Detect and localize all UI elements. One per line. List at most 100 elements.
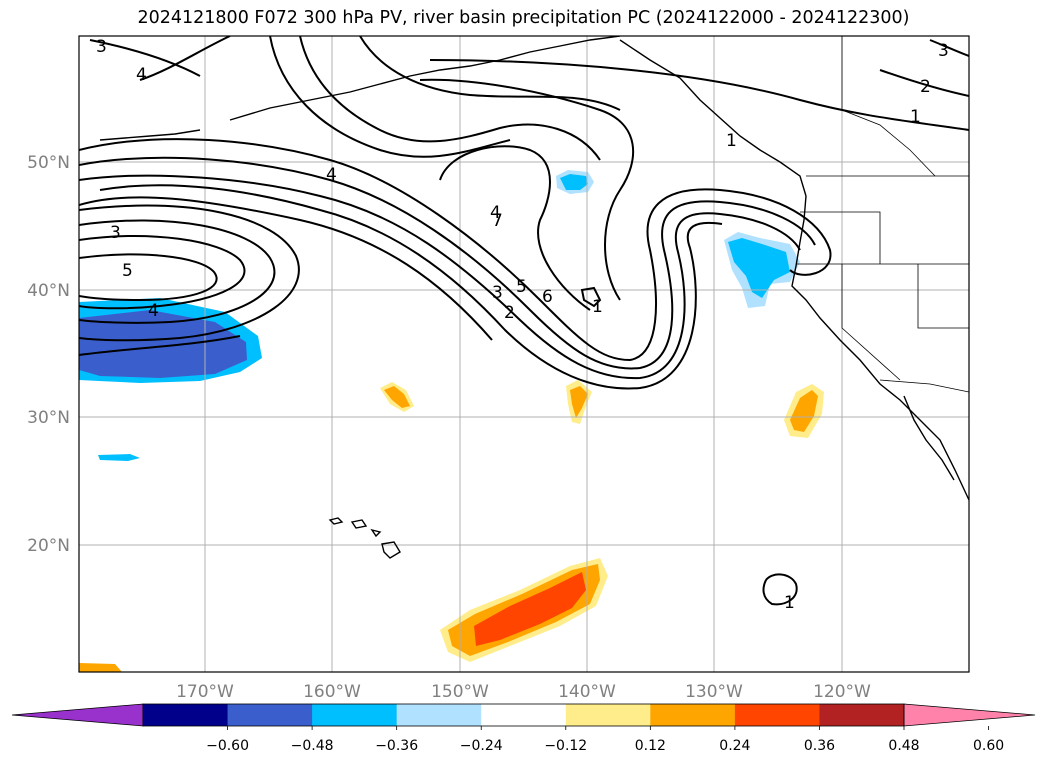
contour-label: 2 <box>504 303 515 323</box>
baja <box>903 395 955 481</box>
contour-west-2 <box>79 253 218 302</box>
colorbar-tick-label: 0.24 <box>719 738 750 754</box>
contour-label: 6 <box>542 287 553 307</box>
lon-label: 120°W <box>813 682 871 702</box>
us-state-lines-4 <box>841 264 901 381</box>
latitude-labels: 50°N 40°N 30°N 20°N <box>27 153 70 556</box>
lat-label: 20°N <box>27 536 70 556</box>
alaska-coast <box>229 36 621 121</box>
lon-label: 130°W <box>685 682 743 702</box>
precip-negative-oregon-core <box>728 238 790 298</box>
precip-negative-pacific-north-core <box>560 174 588 190</box>
contour-ridge-2 <box>419 78 634 301</box>
west-coast-na <box>791 195 969 501</box>
colorbar: −0.60 −0.48 −0.36 −0.24 −0.12 0.12 0.24 0.36 0.4… <box>11 703 1036 754</box>
map-frame <box>78 35 970 673</box>
colorbar-bin <box>565 704 651 726</box>
colorbar-bin <box>143 704 229 726</box>
contour-3 <box>79 174 801 380</box>
hawaii-1 <box>328 517 344 525</box>
colorbar-tick-label: −0.12 <box>544 738 587 754</box>
colorbar-frame <box>142 703 905 727</box>
contour-label: 3 <box>492 283 503 303</box>
contour-label: 3 <box>96 37 107 57</box>
lat-label: 40°N <box>27 281 70 301</box>
contour-label: 5 <box>516 277 527 297</box>
contour-north-2 <box>139 36 231 81</box>
colorbar-tick-label: 0.60 <box>973 738 1004 754</box>
aleutians <box>99 129 201 141</box>
contour-label: 1 <box>784 593 795 613</box>
contour-4 <box>99 184 723 390</box>
borders <box>796 36 969 393</box>
precip-positive-d-core <box>474 572 586 646</box>
us-state-lines-1 <box>800 211 881 264</box>
contour-west-1 <box>79 235 246 310</box>
graticule <box>79 36 969 672</box>
lon-label: 170°W <box>176 682 234 702</box>
colorbar-extend-low <box>11 703 144 727</box>
colorbar-tick-label: 0.12 <box>635 738 666 754</box>
contour-north-1 <box>89 39 201 77</box>
contour-closed-7 <box>580 286 602 308</box>
precip-positive-a-core <box>384 386 410 408</box>
contour-label: 4 <box>136 65 147 85</box>
lon-label: 150°W <box>431 682 489 702</box>
colorbar-tick-label: 0.48 <box>888 738 919 754</box>
lon-label: 160°W <box>303 682 361 702</box>
colorbar-tick-label: −0.24 <box>460 738 503 754</box>
contour-closed-sw <box>762 573 798 606</box>
us-state-lines-3 <box>917 264 969 329</box>
contour-label: 2 <box>920 77 931 97</box>
contour-5 <box>79 196 493 341</box>
precip-positive-c-core <box>790 390 818 432</box>
contour-label: 7 <box>492 211 503 231</box>
precip-positive-b-core <box>570 386 588 418</box>
longitude-labels: 170°W 160°W 150°W 140°W 130°W 120°W <box>176 682 871 702</box>
colorbar-extend-high <box>903 703 1036 727</box>
colorbar-bin <box>312 704 398 726</box>
contour-ne-2 <box>879 69 969 97</box>
contour-label: 4 <box>490 203 501 223</box>
colorbar-bin <box>481 704 567 726</box>
contour-ne-1 <box>429 59 969 131</box>
contour-label: 3 <box>938 41 949 61</box>
colorbar-tick-label: −0.48 <box>291 738 334 754</box>
map-title: 2024121800 F072 300 hPa PV, river basin … <box>137 8 910 28</box>
contour-label: 1 <box>726 131 737 151</box>
colorbar-tick-label: −0.36 <box>375 738 418 754</box>
colorbar-bin <box>734 704 820 726</box>
colorbar-bin <box>227 704 313 726</box>
contour-label: 4 <box>148 301 159 321</box>
contour-label: 1 <box>592 297 603 317</box>
precip-positive-corner <box>79 663 122 672</box>
contour-1 <box>79 138 832 362</box>
contour-2 <box>79 156 816 370</box>
colorbar-tick-label: −0.60 <box>206 738 249 754</box>
lat-label: 30°N <box>27 408 70 428</box>
contour-label: 1 <box>910 107 921 127</box>
contour-ne-3 <box>929 39 969 57</box>
pv-contours <box>79 36 969 606</box>
contour-label: 5 <box>122 261 133 281</box>
canada-province-2 <box>841 109 936 177</box>
contour-label: 4 <box>326 165 337 185</box>
colorbar-tick-label: 0.36 <box>804 738 835 754</box>
contour-north-5 <box>359 36 621 111</box>
coastlines <box>99 36 969 559</box>
mexico-border <box>879 379 969 393</box>
contour-labels: 3 4 3 5 4 4 4 7 5 6 3 2 1 2 1 1 3 1 <box>96 37 949 613</box>
colorbar-bin <box>650 704 736 726</box>
precip-shading <box>79 170 824 672</box>
hawaii-2 <box>350 519 368 529</box>
contour-ridge-1 <box>439 145 591 311</box>
alaska-panhandle <box>619 39 807 197</box>
hawaii-3 <box>370 528 382 538</box>
contour-label: 3 <box>110 223 121 243</box>
lat-label: 50°N <box>27 153 70 173</box>
precip-negative-small-west <box>98 454 140 461</box>
colorbar-bin <box>819 704 905 726</box>
contour-west-5 <box>79 335 241 356</box>
contour-north-4 <box>269 36 511 158</box>
